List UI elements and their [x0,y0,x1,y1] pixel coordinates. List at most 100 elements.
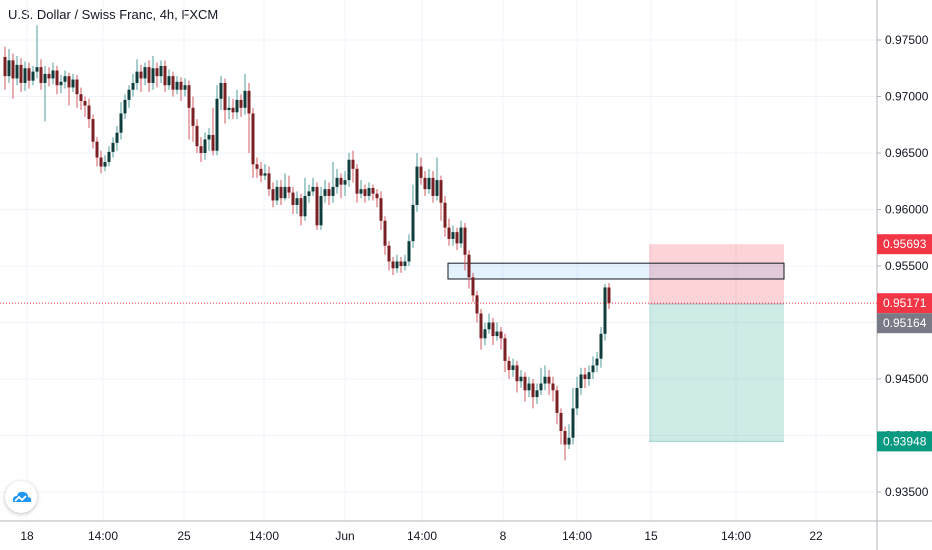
candle-body [355,168,359,194]
x-tick-label: 8 [500,529,507,543]
candle-body [35,67,39,72]
candle-body [227,107,231,111]
candle-body [31,71,35,81]
candle-body [111,142,115,152]
candle-body [115,132,119,143]
candle-body [91,119,95,142]
candle-body [95,141,99,158]
candle-body [531,383,535,398]
candle-body [299,198,303,217]
candle-body [271,189,275,201]
x-tick-label: 14:00 [88,529,118,543]
candle-body [367,188,371,196]
candle-body [339,177,343,185]
cloud-logo-icon [12,491,32,502]
price-label-background [877,431,932,452]
candle-body [375,193,379,199]
candle-body [599,333,603,359]
candle-body [379,198,383,221]
candle-body [359,189,363,194]
candle-body [495,331,499,337]
candle-body [419,166,423,178]
candle-body [203,139,207,153]
candle-body [199,146,203,153]
candle-body [527,383,531,391]
candle-body [387,245,391,262]
candle-body [583,374,587,379]
candle-body [279,186,283,199]
zone-rectangle [447,262,785,280]
candle-body [455,232,459,244]
x-tick-label: 14:00 [407,529,437,543]
candle-body [211,134,215,151]
candle-body [467,254,471,278]
candle-body [319,195,323,226]
candle-body [471,277,475,296]
y-tick-label: 0.97000 [885,90,929,104]
x-tick-label: 14:00 [249,529,279,543]
candle-body [259,168,263,176]
candle-body [251,113,255,165]
candle-body [171,76,175,90]
x-tick-label: 18 [20,529,34,543]
chart-title: U.S. Dollar / Swiss Franc, 4h, FXCM [8,7,219,22]
candle-body [291,192,295,205]
take-profit-zone [649,303,784,442]
candle-body [15,64,19,79]
candle-body [223,82,227,111]
candle-body [371,188,375,194]
candle-body [239,99,243,108]
candle-body [435,180,439,196]
candle-body [323,189,327,196]
y-tick-label: 0.97500 [885,33,929,47]
candle-body [219,82,223,99]
candle-body [551,383,555,391]
candle-body [51,70,55,79]
candle-body [215,98,219,151]
candle-body [295,198,299,205]
y-tick-label: 0.94500 [885,372,929,386]
candle-body [79,94,83,102]
candle-body [315,186,319,226]
price-label-background [877,234,932,255]
candle-body [167,76,171,86]
candle-body [255,164,259,169]
tradingview-logo-button[interactable] [5,481,37,513]
candle-body [27,68,31,81]
candle-body [395,261,399,269]
x-tick-label: 22 [809,529,823,543]
candle-body [139,71,143,79]
candle-body [487,322,491,330]
candle-body [159,65,163,77]
candle-body [479,313,483,339]
candle-body [347,159,351,181]
candle-body [547,376,551,384]
candle-body [523,376,527,391]
candle-body [195,125,199,147]
candle-body [55,70,59,86]
y-tick-label: 0.93500 [885,485,929,499]
candle-body [511,365,515,370]
candle-body [383,220,387,246]
candle-body [283,186,287,199]
candle-body [575,388,579,409]
candle-body [555,390,559,413]
candle-body [179,81,183,90]
candle-body [579,374,583,389]
candle-body [443,202,447,228]
candle-body [447,227,451,239]
candle-body [507,360,511,370]
candle-body [603,287,607,334]
candle-body [423,177,427,190]
candle-body [463,227,467,255]
candle-body [187,85,191,108]
candle-body [275,186,279,201]
candle-body [591,365,595,373]
candle-body [363,189,367,196]
candle-body [147,67,151,83]
candle-body [563,430,567,445]
candle-body [191,107,195,126]
candle-body [11,60,15,79]
candle-body [243,90,247,108]
